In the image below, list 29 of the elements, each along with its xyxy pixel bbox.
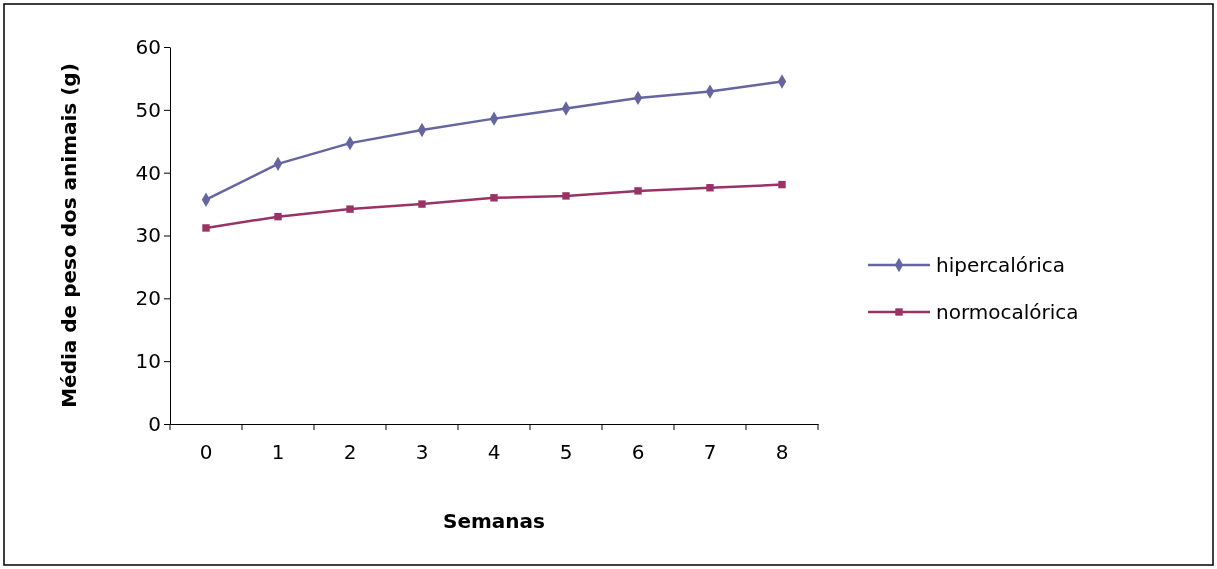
- point: [346, 205, 354, 213]
- y-tick-label: 50: [135, 97, 161, 122]
- x-tick-label: 0: [199, 440, 213, 464]
- y-tick-label: 30: [135, 223, 161, 248]
- x-tick-label: 4: [487, 440, 501, 464]
- point: [202, 224, 210, 232]
- point: [418, 200, 426, 208]
- point: [706, 184, 714, 192]
- y-tick-label: 60: [135, 34, 161, 59]
- y-tick-label: 40: [135, 160, 161, 185]
- x-tick-label: 3: [415, 440, 429, 464]
- legend-label: hipercalórica: [936, 253, 1066, 277]
- y-tick-label: 0: [148, 411, 161, 436]
- x-tick-label: 1: [271, 440, 285, 464]
- legend-label: normocalórica: [936, 300, 1079, 324]
- y-axis-title: Média de peso dos animais (g): [57, 63, 81, 408]
- x-axis-title: Semanas: [443, 509, 545, 533]
- y-tick-label: 20: [135, 286, 161, 311]
- x-tick-label: 7: [703, 440, 717, 464]
- y-tick-label: 10: [135, 349, 161, 374]
- point: [778, 180, 786, 189]
- point: [274, 212, 282, 221]
- x-tick-label: 2: [343, 440, 357, 464]
- point: [634, 187, 642, 195]
- x-tick-label: 5: [559, 440, 573, 464]
- x-tick-label: 6: [631, 440, 645, 464]
- point: [490, 194, 498, 202]
- x-tick-label: 8: [775, 440, 789, 464]
- point: [562, 192, 570, 200]
